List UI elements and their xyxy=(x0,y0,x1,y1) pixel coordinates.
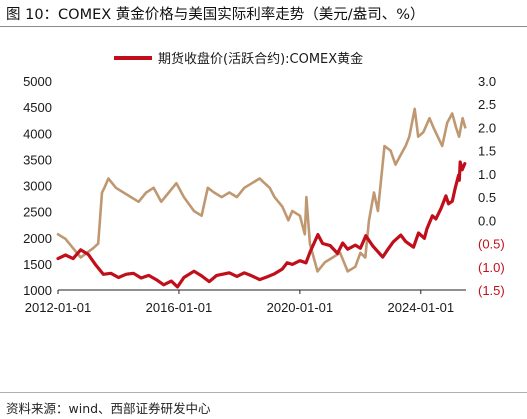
y-right-tick-label: 2.0 xyxy=(478,120,496,135)
y-left-tick-label: 3000 xyxy=(23,179,52,194)
x-tick-label: 2012-01-01 xyxy=(25,300,92,315)
y-left-tick-label: 2500 xyxy=(23,205,52,220)
y-right-tick-label: (1.5) xyxy=(478,283,505,298)
y-left-tick-label: 1500 xyxy=(23,257,52,272)
real-rate-series-line xyxy=(56,107,467,273)
y-right-tick-label: 3.0 xyxy=(478,74,496,89)
figure-title: 图 10：COMEX 黄金价格与美国实际利率走势（美元/盎司、%） xyxy=(6,7,425,23)
y-right-tick-label: 0.0 xyxy=(478,213,496,228)
source-divider xyxy=(0,392,527,393)
y-left-tick-label: 4000 xyxy=(23,126,52,141)
gold-price-series-line xyxy=(56,160,467,289)
chart-legend: 期货收盘价(活跃合约):COMEX黄金 xyxy=(114,51,363,67)
y-left-tick-label: 2000 xyxy=(23,231,52,246)
y-right-tick-label: (1.0) xyxy=(478,260,505,275)
title-divider xyxy=(0,26,527,27)
chart-axes: 1000 1500 2000 2500 3000 3500 4000 4500 5000 3.0 2… xyxy=(23,74,505,315)
y-right-tick-label: 1.0 xyxy=(478,167,496,182)
x-tick-label: 2016-01-01 xyxy=(146,300,213,315)
figure-source: 资料来源：wind、西部证券研发中心 xyxy=(6,401,211,416)
y-right-tick-label: 2.5 xyxy=(478,97,496,112)
y-right-tick-label: 0.5 xyxy=(478,190,496,205)
y-right-tick-label: (0.5) xyxy=(478,237,505,252)
y-left-tick-label: 1000 xyxy=(23,283,52,298)
y-right-tick-label: 1.5 xyxy=(478,144,496,159)
y-left-tick-label: 3500 xyxy=(23,152,52,167)
y-left-tick-label: 4500 xyxy=(23,100,52,115)
chart-series-layer xyxy=(56,107,467,289)
y-left-tick-label: 5000 xyxy=(23,74,52,89)
legend-label-gold: 期货收盘价(活跃合约):COMEX黄金 xyxy=(158,51,363,67)
x-tick-label: 2024-01-01 xyxy=(388,300,455,315)
x-tick-label: 2020-01-01 xyxy=(267,300,334,315)
